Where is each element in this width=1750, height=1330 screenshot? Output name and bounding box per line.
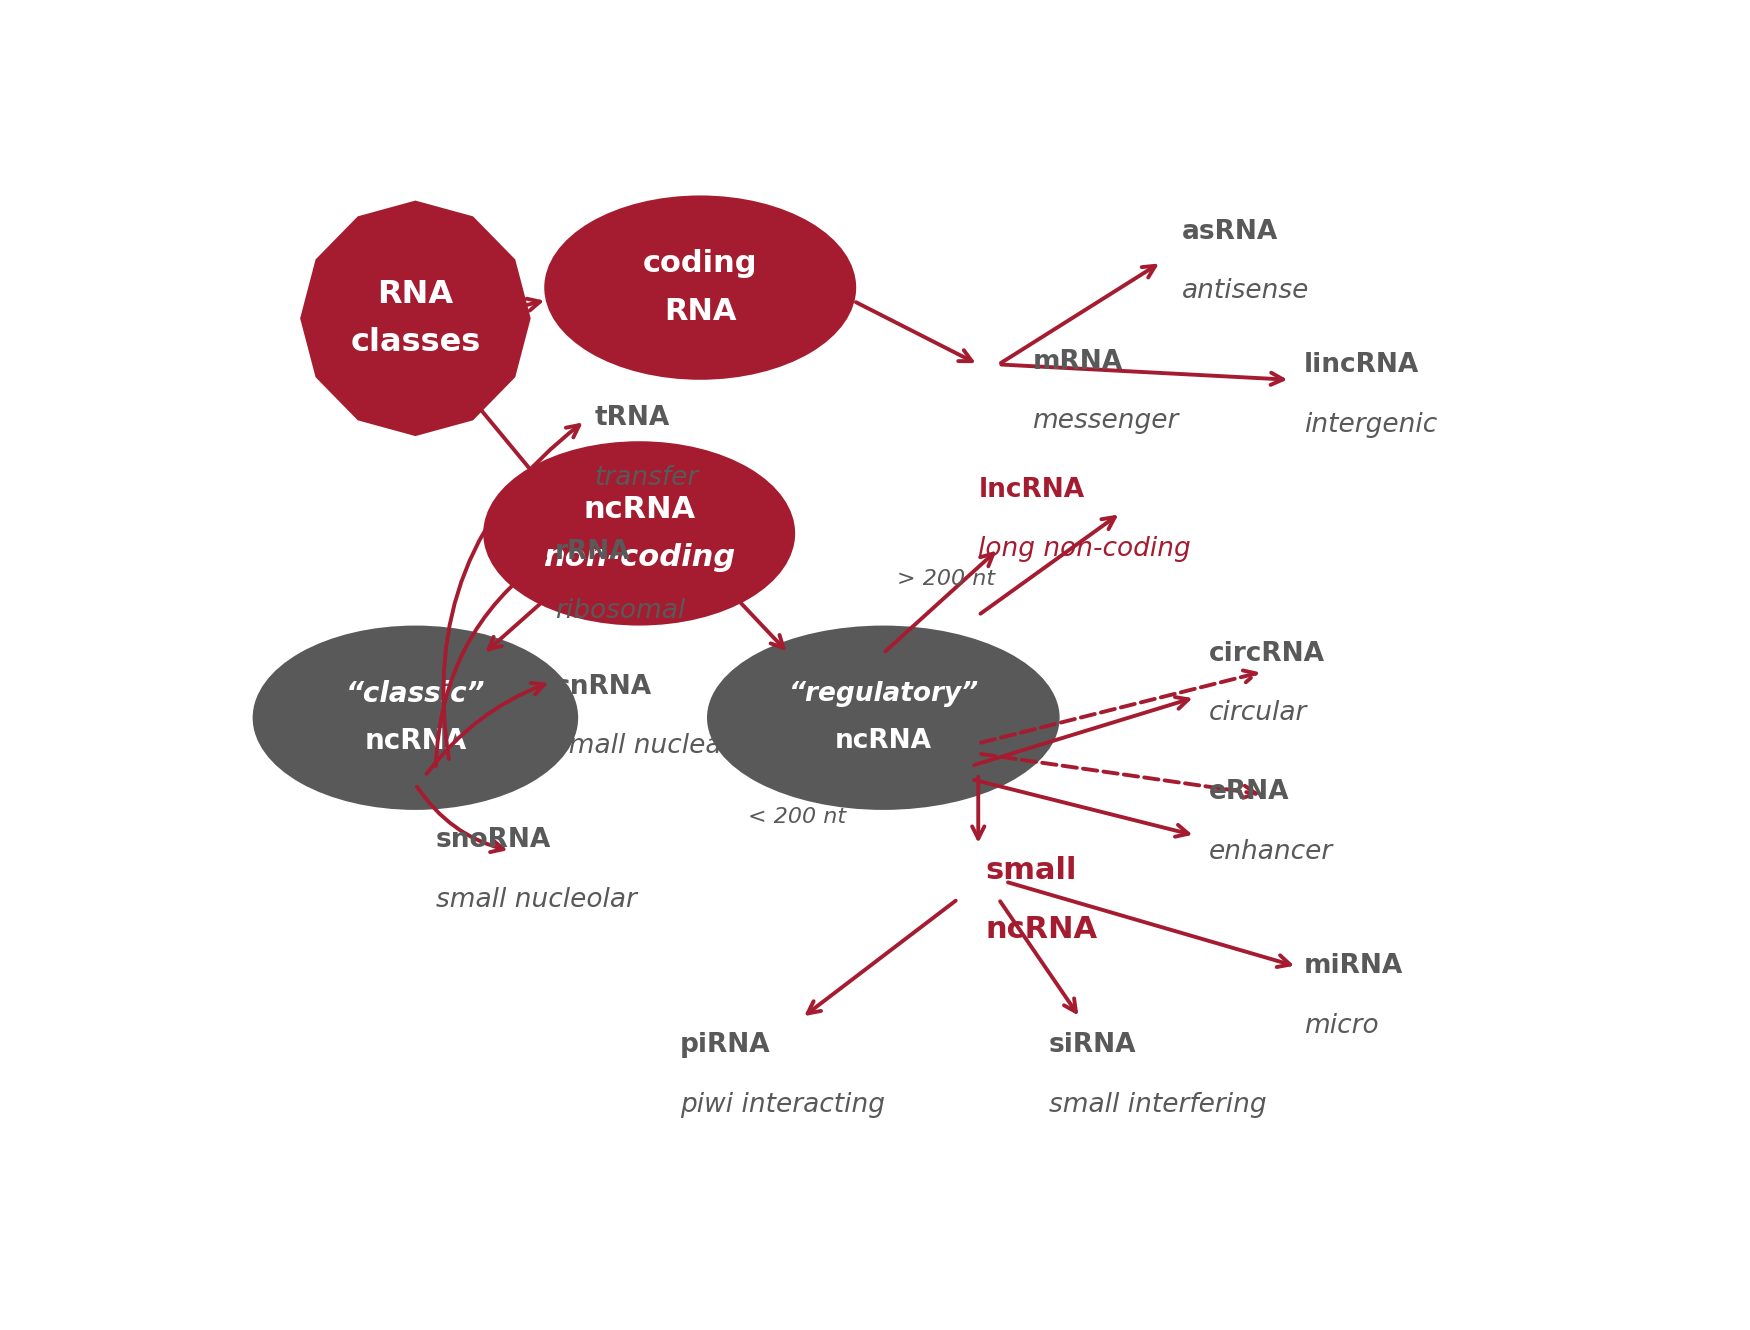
Text: eRNA: eRNA xyxy=(1209,779,1290,805)
Text: circRNA: circRNA xyxy=(1209,641,1325,666)
Text: “regulatory”: “regulatory” xyxy=(788,681,978,708)
Text: small interfering: small interfering xyxy=(1048,1092,1267,1117)
Text: mRNA: mRNA xyxy=(1032,348,1124,375)
Text: < 200 nt: < 200 nt xyxy=(747,807,845,827)
Text: siRNA: siRNA xyxy=(1048,1032,1136,1059)
Text: lncRNA: lncRNA xyxy=(978,477,1085,503)
Text: intergenic: intergenic xyxy=(1304,411,1437,438)
Text: circular: circular xyxy=(1209,701,1307,726)
Text: non-coding: non-coding xyxy=(542,543,735,572)
Text: tRNA: tRNA xyxy=(595,406,670,431)
Polygon shape xyxy=(301,201,530,436)
Text: ncRNA: ncRNA xyxy=(835,729,931,754)
Text: RNA: RNA xyxy=(663,297,737,326)
Text: ncRNA: ncRNA xyxy=(985,915,1097,944)
Text: miRNA: miRNA xyxy=(1304,954,1404,979)
Text: small nucleolar: small nucleolar xyxy=(436,887,637,912)
Text: RNA: RNA xyxy=(378,279,453,310)
Text: coding: coding xyxy=(642,249,758,278)
Text: piRNA: piRNA xyxy=(679,1032,770,1059)
Text: ribosomal: ribosomal xyxy=(555,598,686,624)
Text: ncRNA: ncRNA xyxy=(364,728,467,755)
Text: “classic”: “classic” xyxy=(346,680,485,708)
Text: asRNA: asRNA xyxy=(1181,219,1278,245)
Text: antisense: antisense xyxy=(1181,278,1309,305)
Text: small nuclear: small nuclear xyxy=(555,733,733,759)
Text: messenger: messenger xyxy=(1032,408,1180,435)
Text: ncRNA: ncRNA xyxy=(583,495,695,524)
Ellipse shape xyxy=(707,625,1060,810)
Text: enhancer: enhancer xyxy=(1209,839,1334,864)
Text: transfer: transfer xyxy=(595,464,698,491)
Text: lincRNA: lincRNA xyxy=(1304,352,1419,378)
Ellipse shape xyxy=(252,625,578,810)
Ellipse shape xyxy=(483,442,794,625)
Text: micro: micro xyxy=(1304,1012,1379,1039)
Text: classes: classes xyxy=(350,327,481,358)
Text: snRNA: snRNA xyxy=(555,674,653,700)
Text: small: small xyxy=(985,857,1076,884)
Ellipse shape xyxy=(544,196,856,380)
Text: long non-coding: long non-coding xyxy=(978,536,1192,563)
Text: > 200 nt: > 200 nt xyxy=(898,569,996,589)
Text: snoRNA: snoRNA xyxy=(436,827,551,854)
Text: piwi interacting: piwi interacting xyxy=(679,1092,886,1117)
Text: rRNA: rRNA xyxy=(555,539,630,564)
